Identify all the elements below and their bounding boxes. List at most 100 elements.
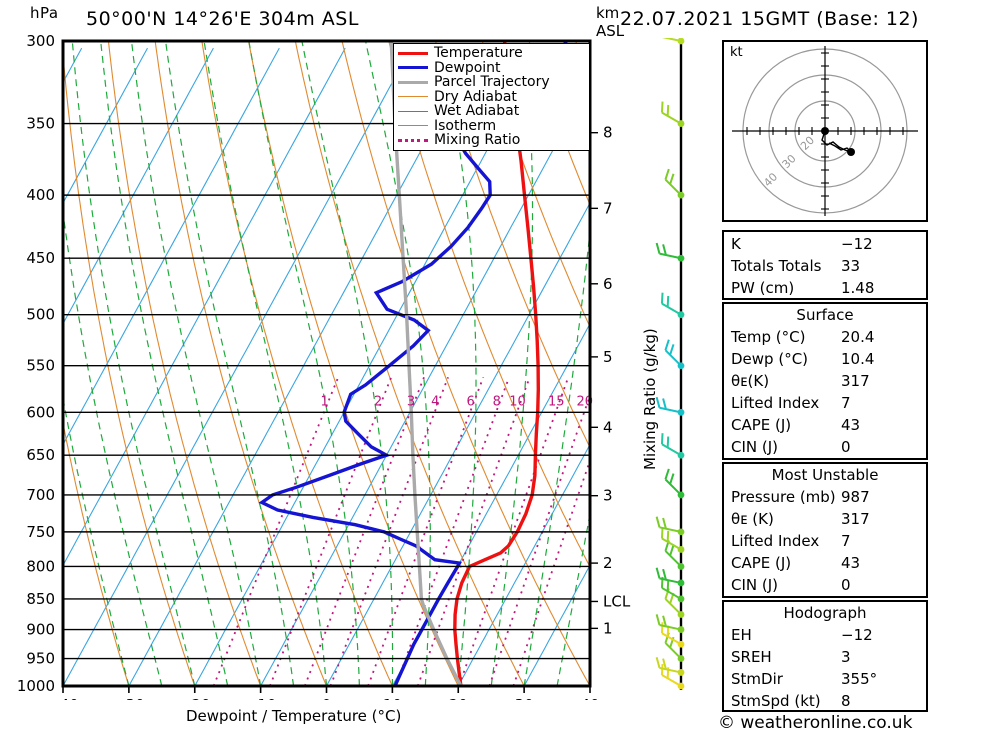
svg-text:8: 8 bbox=[493, 395, 501, 410]
stat-value: 43 bbox=[841, 554, 861, 572]
stat-label: Temp (°C) bbox=[731, 328, 806, 346]
svg-text:700: 700 bbox=[26, 486, 55, 504]
hodograph-unit-label: kt bbox=[730, 45, 743, 60]
stat-row: PW (cm) 1.48 bbox=[724, 277, 926, 299]
legend-swatch-3 bbox=[398, 96, 428, 98]
stat-value: 7 bbox=[841, 394, 851, 412]
stat-row: Totals Totals 33 bbox=[724, 255, 926, 277]
svg-text:3: 3 bbox=[407, 395, 415, 410]
svg-text:6: 6 bbox=[603, 275, 613, 293]
surface-panel-title: Surface bbox=[796, 306, 854, 324]
legend-item-dry-adiabat: Dry Adiabat bbox=[394, 90, 589, 105]
x-axis-label: Dewpoint / Temperature (°C) bbox=[186, 707, 402, 725]
stat-label: EH bbox=[731, 626, 752, 644]
legend-swatch-2 bbox=[398, 80, 428, 84]
footer-credit: © weatheronline.co.uk bbox=[718, 713, 913, 733]
svg-text:850: 850 bbox=[26, 590, 55, 608]
stat-value: −12 bbox=[841, 626, 873, 644]
stat-value: 10.4 bbox=[841, 350, 875, 368]
stat-row: Pressure (mb) 987 bbox=[724, 486, 926, 508]
stat-label: SREH bbox=[731, 648, 772, 666]
stat-label: PW (cm) bbox=[731, 279, 795, 297]
most-unstable-panel-title: Most Unstable bbox=[771, 466, 879, 484]
svg-text:5: 5 bbox=[603, 348, 613, 366]
svg-text:30: 30 bbox=[515, 696, 534, 700]
stat-value: 43 bbox=[841, 416, 861, 434]
svg-text:15: 15 bbox=[548, 395, 565, 410]
legend-label-4: Wet Adiabat bbox=[434, 103, 520, 120]
stat-value: 3 bbox=[841, 648, 851, 666]
stat-row: Dewp (°C) 10.4 bbox=[724, 348, 926, 370]
stat-row: Lifted Index 7 bbox=[724, 392, 926, 414]
legend-item-wet-adiabat: Wet Adiabat bbox=[394, 104, 589, 119]
svg-text:−20: −20 bbox=[179, 696, 211, 700]
svg-text:800: 800 bbox=[26, 557, 55, 575]
stat-label: Totals Totals bbox=[731, 257, 822, 275]
svg-text:400: 400 bbox=[26, 186, 55, 204]
height-unit-label-km: km bbox=[596, 4, 620, 22]
stat-row: StmDir 355° bbox=[724, 668, 926, 690]
stat-label: CAPE (J) bbox=[731, 416, 792, 434]
svg-text:1: 1 bbox=[603, 619, 613, 637]
svg-text:10: 10 bbox=[383, 696, 402, 700]
legend-swatch-4 bbox=[398, 110, 428, 112]
legend-label-6: Mixing Ratio bbox=[434, 132, 521, 149]
svg-text:950: 950 bbox=[26, 650, 55, 668]
stat-value: 7 bbox=[841, 532, 851, 550]
svg-text:20: 20 bbox=[798, 134, 817, 153]
stat-label: θᴇ (K) bbox=[731, 510, 774, 528]
svg-text:450: 450 bbox=[26, 249, 55, 267]
svg-text:4: 4 bbox=[431, 395, 439, 410]
svg-text:500: 500 bbox=[26, 306, 55, 324]
svg-text:300: 300 bbox=[26, 32, 55, 50]
legend-item-isotherm: Isotherm bbox=[394, 119, 589, 134]
stat-row: CAPE (J) 43 bbox=[724, 552, 926, 574]
svg-text:550: 550 bbox=[26, 357, 55, 375]
legend-label-3: Dry Adiabat bbox=[434, 88, 517, 105]
legend-swatch-6 bbox=[398, 138, 428, 142]
svg-text:350: 350 bbox=[26, 115, 55, 133]
most-unstable-panel: Most Unstable Pressure (mb) 987 θᴇ (K) 317 L… bbox=[722, 462, 928, 598]
legend-item-parcel-trajectory: Parcel Trajectory bbox=[394, 75, 589, 90]
svg-text:0: 0 bbox=[322, 696, 332, 700]
stat-label: θᴇ(K) bbox=[731, 372, 770, 390]
height-unit-label-asl: ASL bbox=[596, 22, 625, 40]
indices-panel: K −12 Totals Totals 33 PW (cm) 1.48 bbox=[722, 230, 928, 300]
stat-value: 8 bbox=[841, 692, 851, 710]
hodograph-stats-title: Hodograph bbox=[783, 604, 867, 622]
svg-text:2: 2 bbox=[603, 554, 613, 572]
stat-row: CIN (J) 0 bbox=[724, 574, 926, 596]
hodograph-stats-panel: Hodograph EH −12 SREH 3 StmDir 355° StmSpd (kt… bbox=[722, 600, 928, 712]
svg-text:−30: −30 bbox=[113, 696, 145, 700]
stat-label: Dewp (°C) bbox=[731, 350, 809, 368]
stat-value: 355° bbox=[841, 670, 878, 688]
svg-text:1: 1 bbox=[321, 395, 329, 410]
stat-label: StmDir bbox=[731, 670, 783, 688]
stat-row: StmSpd (kt) 8 bbox=[724, 690, 926, 712]
stat-value: 0 bbox=[841, 576, 851, 594]
svg-text:2: 2 bbox=[374, 395, 382, 410]
stat-row: θᴇ(K) 317 bbox=[724, 370, 926, 392]
wind-barb-column bbox=[655, 38, 717, 690]
stat-value: 20.4 bbox=[841, 328, 875, 346]
legend: Temperature Dewpoint Parcel Trajectory Dry … bbox=[393, 43, 590, 151]
stat-row: Lifted Index 7 bbox=[724, 530, 926, 552]
svg-text:−10: −10 bbox=[245, 696, 277, 700]
svg-text:20: 20 bbox=[449, 696, 468, 700]
svg-text:6: 6 bbox=[467, 395, 475, 410]
svg-text:1000: 1000 bbox=[17, 677, 55, 695]
legend-swatch-0 bbox=[398, 51, 428, 55]
station-title: 50°00'N 14°26'E 304m ASL bbox=[86, 8, 359, 30]
svg-text:600: 600 bbox=[26, 403, 55, 421]
stat-value: 33 bbox=[841, 257, 861, 275]
hodograph-panel: 20 30 40 kt bbox=[722, 40, 928, 222]
stat-value: −12 bbox=[841, 235, 873, 253]
stat-value: 317 bbox=[841, 372, 870, 390]
stat-label: K bbox=[731, 235, 741, 253]
legend-swatch-5 bbox=[398, 125, 428, 127]
stat-row: Temp (°C) 20.4 bbox=[724, 326, 926, 348]
legend-label-0: Temperature bbox=[434, 45, 523, 62]
svg-text:7: 7 bbox=[603, 199, 613, 217]
pressure-unit-label: hPa bbox=[30, 4, 59, 22]
surface-panel: Surface Temp (°C) 20.4 Dewp (°C) 10.4 θᴇ(K) 3… bbox=[722, 302, 928, 460]
